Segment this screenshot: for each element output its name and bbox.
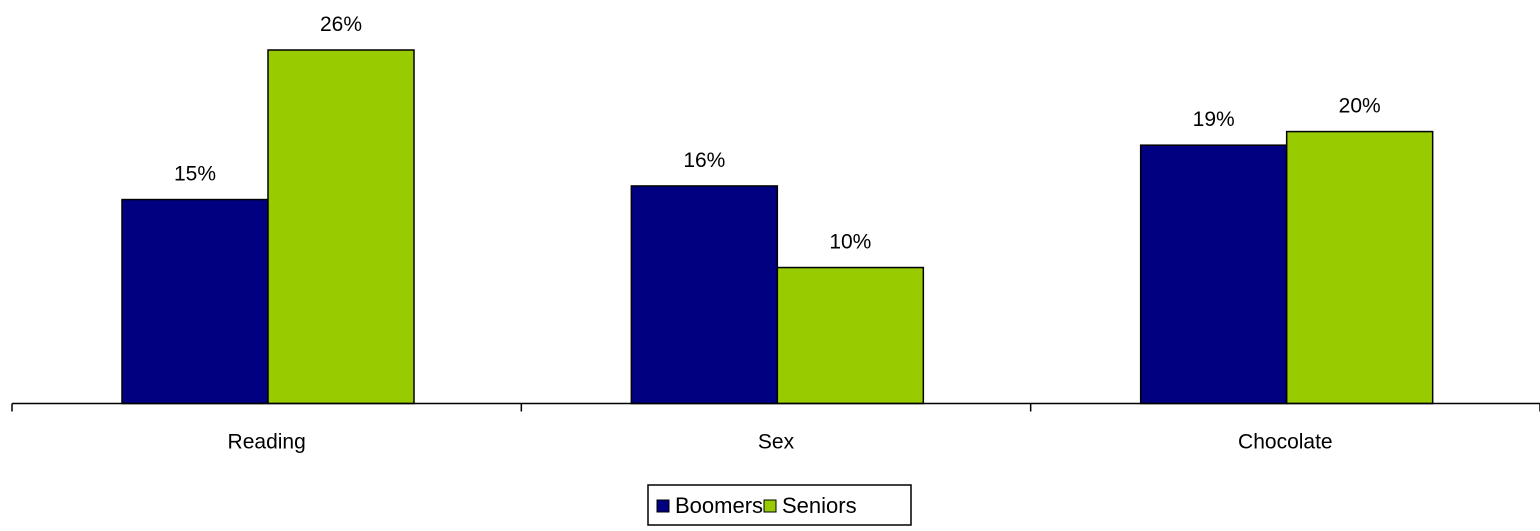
bar-seniors-chocolate xyxy=(1285,130,1434,405)
data-label-seniors-sex: 10% xyxy=(829,231,871,254)
bar-boomers-chocolate xyxy=(1139,144,1288,405)
bar-seniors-sex xyxy=(776,266,925,405)
legend-swatch-boomers xyxy=(656,499,670,513)
legend-swatch-seniors xyxy=(763,499,777,513)
data-label-seniors-reading: 26% xyxy=(320,13,362,36)
data-label-seniors-chocolate: 20% xyxy=(1339,95,1381,118)
category-labels-group: Reading Sex Chocolate xyxy=(228,431,1333,454)
category-label-sex: Sex xyxy=(758,431,795,454)
bar-boomers-sex xyxy=(630,185,779,405)
legend: Boomers Seniors xyxy=(647,484,912,526)
x-ticks-group xyxy=(11,403,1540,412)
data-label-boomers-chocolate: 19% xyxy=(1193,108,1235,131)
data-labels-group: 15% 26% 16% 10% 19% 20% xyxy=(174,13,1381,254)
data-label-boomers-reading: 15% xyxy=(174,163,216,186)
bar-boomers-reading xyxy=(121,198,269,405)
legend-box xyxy=(647,484,912,526)
legend-label-seniors: Seniors xyxy=(782,493,857,518)
category-label-chocolate: Chocolate xyxy=(1238,431,1333,454)
legend-label-boomers: Boomers xyxy=(675,493,763,518)
category-label-reading: Reading xyxy=(228,431,306,454)
bar-seniors-reading xyxy=(267,49,415,405)
data-label-boomers-sex: 16% xyxy=(683,149,725,172)
bars-group xyxy=(121,49,1434,405)
